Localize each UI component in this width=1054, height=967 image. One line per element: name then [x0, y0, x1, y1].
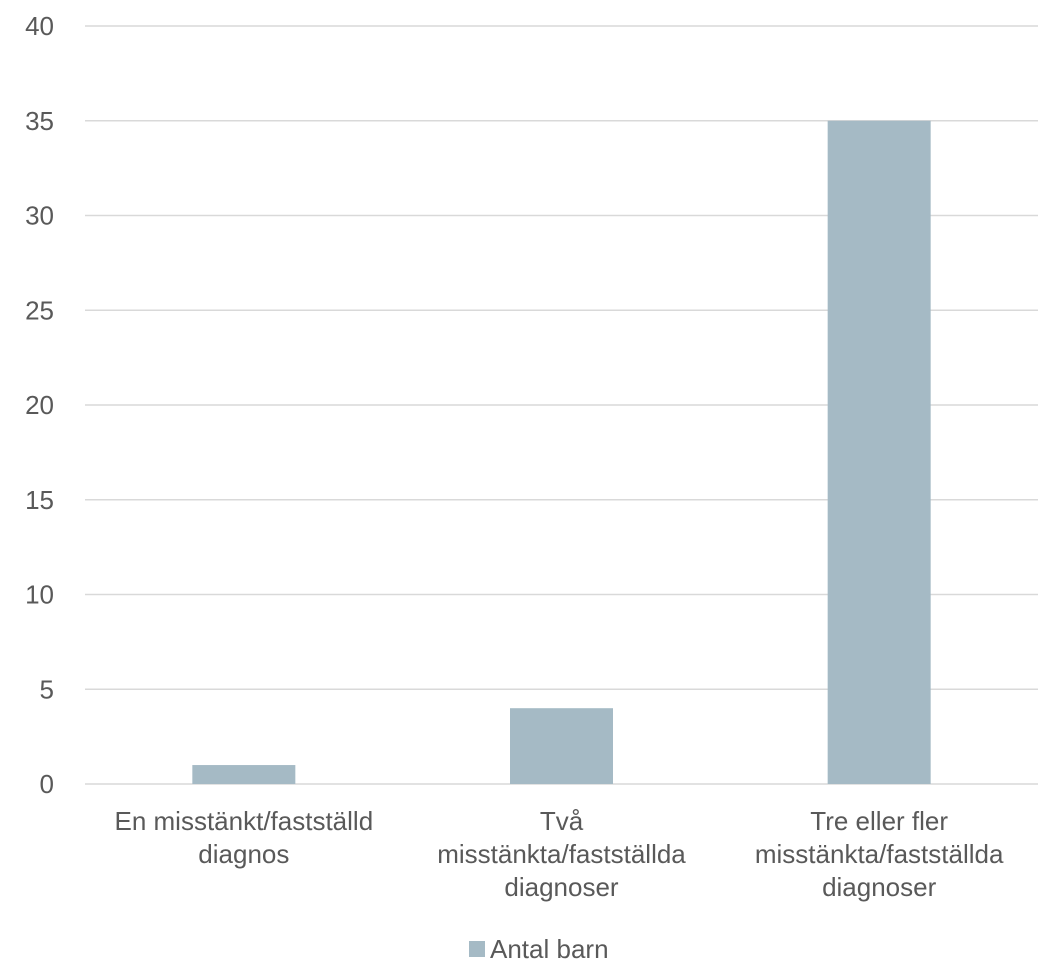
bar [510, 708, 613, 784]
y-tick-label: 15 [25, 485, 54, 515]
legend: Antal barn [469, 934, 609, 964]
y-tick-label: 40 [25, 11, 54, 41]
bar [827, 120, 931, 784]
y-tick-label: 35 [25, 106, 54, 136]
y-tick-label: 25 [25, 295, 54, 325]
y-tick-label: 20 [25, 390, 54, 420]
y-tick-label: 0 [40, 769, 54, 799]
bar [192, 765, 296, 784]
x-axis: En misstänkt/fastställddiagnosTvåmisstän… [115, 806, 1004, 902]
x-category-label: diagnoser [504, 872, 619, 902]
x-category-label: diagnos [198, 839, 289, 869]
y-axis: 0 5 10 15 20 25 30 35 40 [25, 11, 54, 799]
legend-label: Antal barn [490, 934, 609, 964]
x-category-label: misstänkta/fastställda [755, 839, 1004, 869]
x-category-label: misstänkta/fastställda [437, 839, 686, 869]
gridlines [85, 25, 1038, 785]
y-tick-label: 5 [40, 674, 54, 704]
legend-swatch [469, 941, 485, 957]
x-category-label: Tre eller fler [810, 806, 948, 836]
x-category-label: diagnoser [822, 872, 937, 902]
y-tick-label: 10 [25, 580, 54, 610]
bars [192, 120, 931, 784]
y-tick-label: 30 [25, 201, 54, 231]
x-category-label: Två [540, 806, 584, 836]
x-category-label: En misstänkt/fastställd [115, 806, 374, 836]
